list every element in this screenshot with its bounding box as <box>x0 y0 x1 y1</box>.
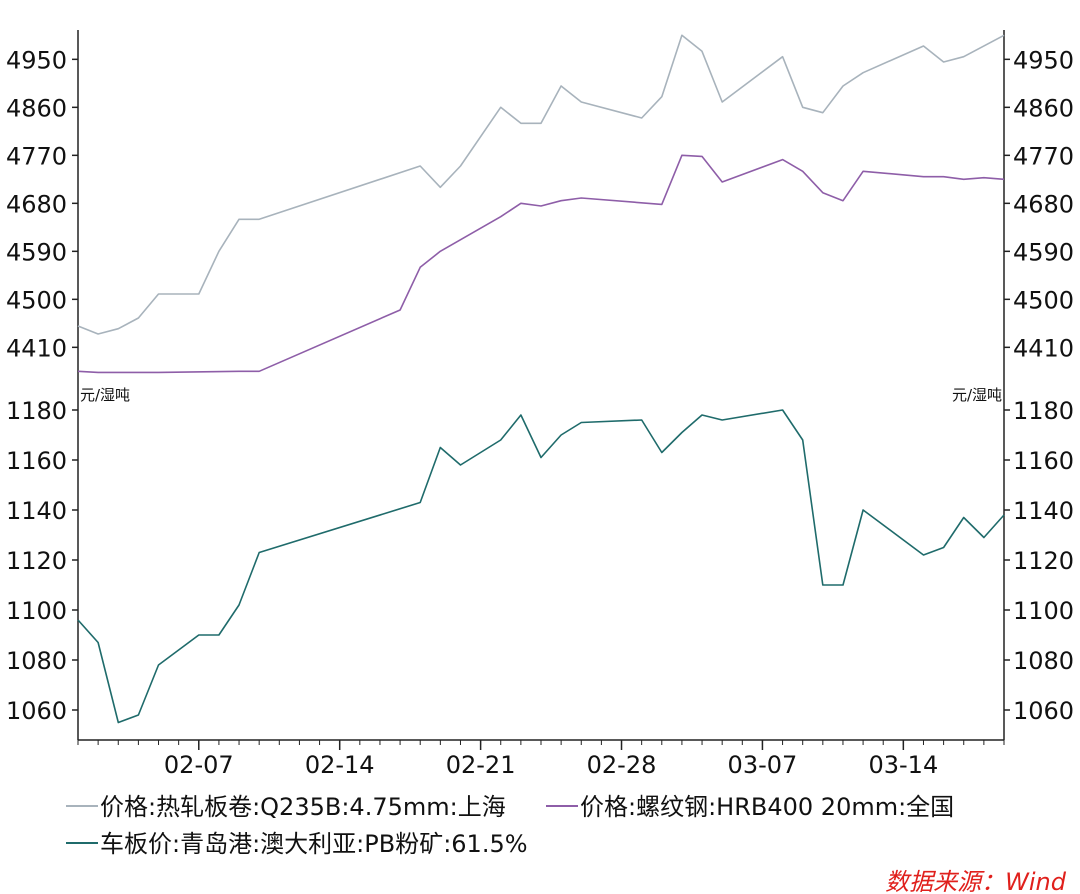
top-series-line-1 <box>77 154 1005 374</box>
x-tick-label: 02-28 <box>587 751 657 779</box>
bottom-right-y-tick-label: 1060 <box>1013 697 1074 725</box>
top-series-line-0 <box>77 34 1005 335</box>
bottom-right-y-tick-label: 1100 <box>1013 597 1074 625</box>
top-right-y-tick-label: 4590 <box>1013 238 1074 266</box>
top-left-y-tick-label: 4950 <box>6 46 67 74</box>
top-right-y-tick-label: 4950 <box>1013 46 1074 74</box>
bottom-panel-series <box>77 409 1005 724</box>
bottom-left-y-tick-label: 1180 <box>6 397 67 425</box>
bottom-left-y-tick-label: 1060 <box>6 697 67 725</box>
legend-label-rebar: 价格:螺纹钢:HRB400 20mm:全国 <box>580 793 954 821</box>
legend-label-iron-ore: 车板价:青岛港:澳大利亚:PB粉矿:61.5% <box>100 830 528 858</box>
top-panel-series <box>77 34 1005 374</box>
legend-label-hot-rolled: 价格:热轧板卷:Q235B:4.75mm:上海 <box>100 793 506 821</box>
bottom-left-y-tick-label: 1100 <box>6 597 67 625</box>
bottom-left-unit-label: 元/湿吨 <box>80 386 130 404</box>
x-tick-label: 02-21 <box>446 751 516 779</box>
top-panel-ticks: 4410 4410 4500 4500 4590 4590 4680 4680 4770 4770… <box>6 46 1074 362</box>
bottom-right-y-tick-label: 1160 <box>1013 447 1074 475</box>
bottom-right-unit-label: 元/湿吨 <box>952 386 1002 404</box>
top-right-y-tick-label: 4410 <box>1013 334 1074 362</box>
x-axis-ticks: 02-07 02-14 02-21 02-28 03-07 03-14 <box>77 740 1005 779</box>
x-tick-label: 03-14 <box>868 751 938 779</box>
bottom-right-y-tick-label: 1140 <box>1013 497 1074 525</box>
x-tick-label: 02-07 <box>164 751 234 779</box>
top-left-y-tick-label: 4590 <box>6 238 67 266</box>
bottom-right-y-tick-label: 1180 <box>1013 397 1074 425</box>
bottom-series-line-0 <box>77 409 1005 724</box>
bottom-left-y-tick-label: 1080 <box>6 647 67 675</box>
top-right-y-tick-label: 4680 <box>1013 190 1074 218</box>
bottom-panel-ticks: 1060 1060 1080 1080 1100 1100 1120 1120 1140 1140… <box>6 397 1074 725</box>
bottom-left-y-tick-label: 1160 <box>6 447 67 475</box>
x-tick-label: 03-07 <box>728 751 798 779</box>
bottom-left-y-tick-label: 1120 <box>6 547 67 575</box>
top-right-y-tick-label: 4860 <box>1013 94 1074 122</box>
bottom-right-y-tick-label: 1080 <box>1013 647 1074 675</box>
top-right-y-tick-label: 4770 <box>1013 142 1074 170</box>
bottom-right-y-tick-label: 1120 <box>1013 547 1074 575</box>
top-left-y-tick-label: 4770 <box>6 142 67 170</box>
source-label: 数据来源：Wind <box>885 868 1067 894</box>
bottom-left-y-tick-label: 1140 <box>6 497 67 525</box>
legend: 价格:热轧板卷:Q235B:4.75mm:上海 价格:螺纹钢:HRB400 20… <box>66 793 954 858</box>
x-tick-label: 02-14 <box>305 751 375 779</box>
top-left-y-tick-label: 4680 <box>6 190 67 218</box>
top-right-y-tick-label: 4500 <box>1013 286 1074 314</box>
top-left-y-tick-label: 4410 <box>6 334 67 362</box>
top-left-y-tick-label: 4860 <box>6 94 67 122</box>
top-left-y-tick-label: 4500 <box>6 286 67 314</box>
